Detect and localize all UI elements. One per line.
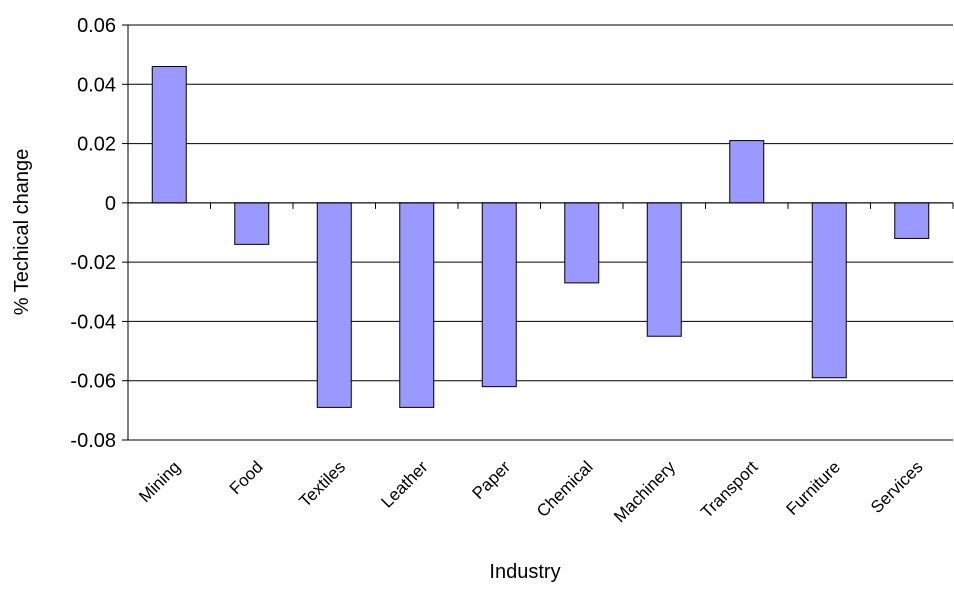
bar — [894, 202, 930, 239]
bar — [234, 202, 270, 245]
x-axis-title: Industry — [489, 561, 560, 583]
x-tick-label: Paper — [469, 457, 515, 503]
x-tick-label: Leather — [377, 457, 431, 511]
y-tick-label: -0.04 — [70, 311, 116, 333]
x-tick-label: Mining — [135, 457, 184, 506]
x-tick-label: Textiles — [296, 457, 350, 511]
y-tick-label: 0.02 — [77, 134, 116, 156]
x-tick-label: Transport — [697, 457, 762, 522]
y-tick-label: 0.06 — [77, 15, 116, 37]
bar — [646, 202, 682, 337]
y-tick-label: -0.06 — [70, 371, 116, 393]
x-tick-label: Furniture — [783, 457, 845, 519]
y-tick-label: -0.02 — [70, 252, 116, 274]
y-tick-label: 0 — [105, 193, 116, 215]
bar — [481, 202, 517, 388]
bar — [316, 202, 352, 408]
y-axis-title: % Techical change — [11, 149, 33, 315]
x-tick-label: Chemical — [533, 457, 597, 521]
bar — [399, 202, 435, 408]
x-tick-label: Services — [867, 457, 927, 517]
y-tick-label: -0.08 — [70, 430, 116, 452]
x-tick-label: Machinery — [610, 457, 679, 526]
y-tick-label: 0.04 — [77, 74, 116, 96]
bar — [151, 66, 187, 204]
x-tick-label: Food — [226, 457, 267, 498]
bar — [564, 202, 600, 284]
bar — [729, 140, 765, 204]
bar — [811, 202, 847, 379]
